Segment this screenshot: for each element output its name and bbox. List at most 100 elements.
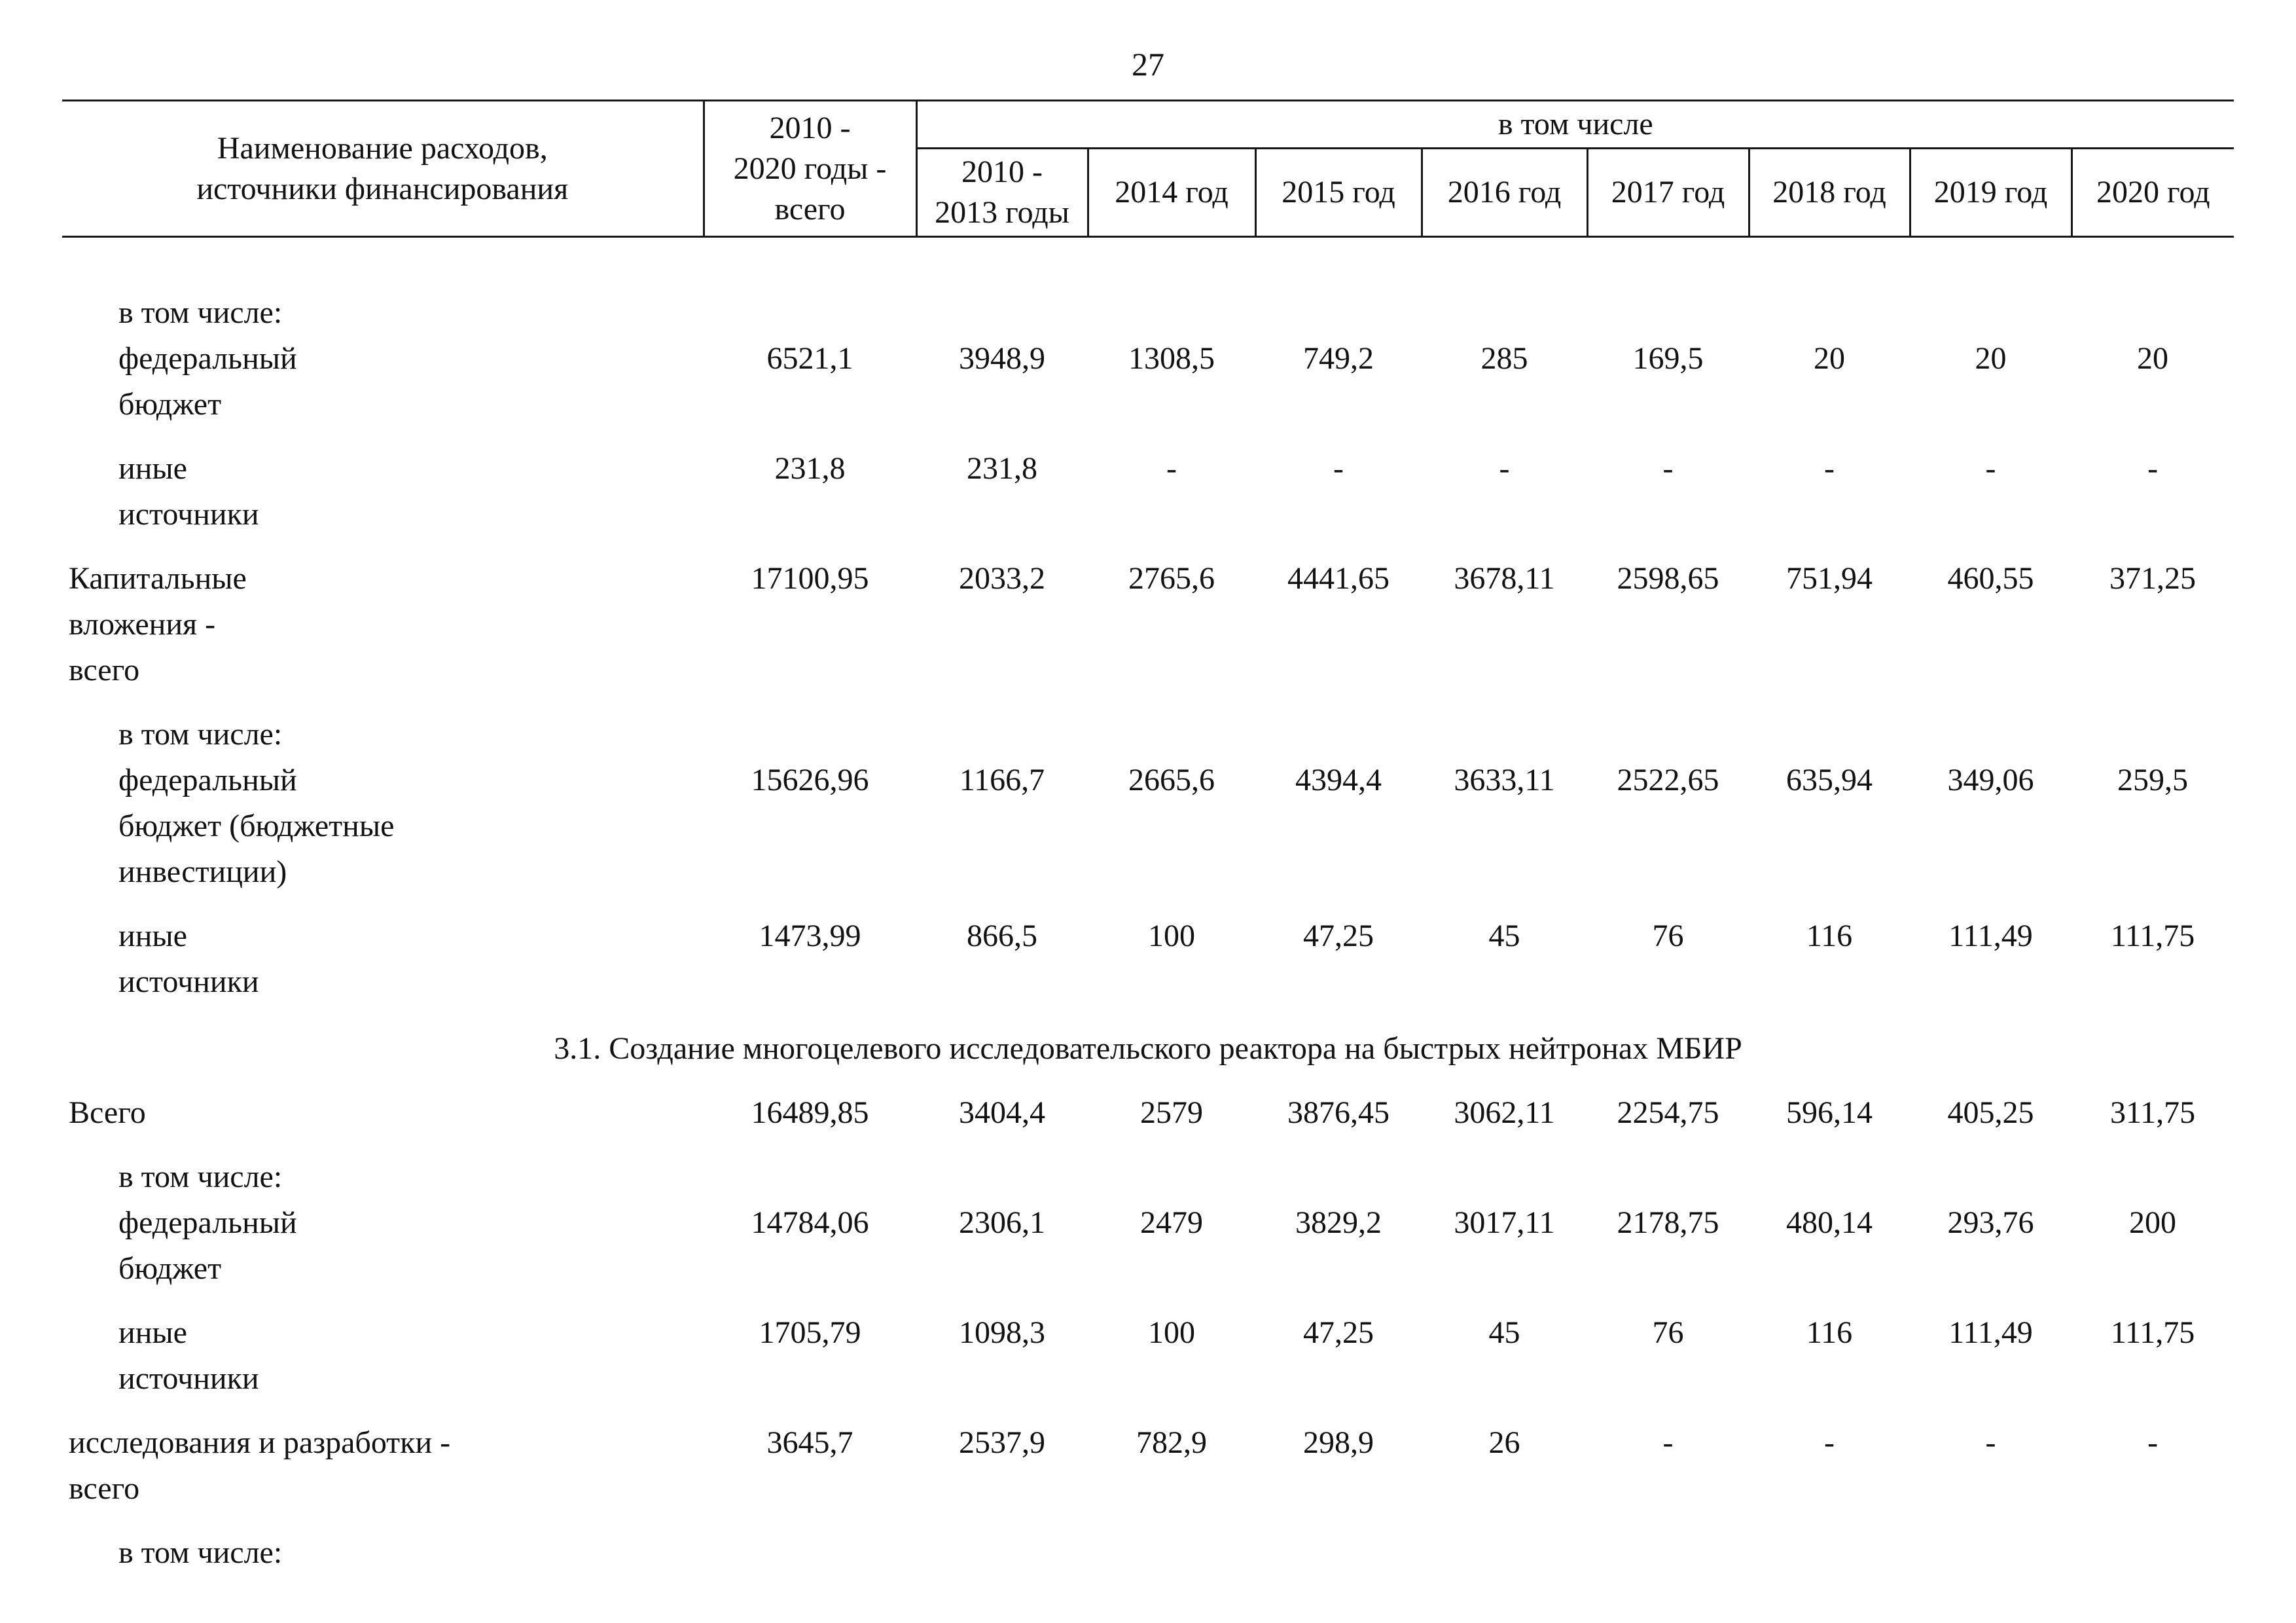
- value-cell: 298,9: [1303, 1425, 1374, 1460]
- value-cell: 2178,75: [1617, 1205, 1719, 1240]
- label-line: источники: [118, 964, 259, 999]
- table-row: в том числе: федеральный бюджет (бюджетные…: [62, 693, 2234, 895]
- value-cell: 749,2: [1303, 341, 1374, 376]
- label-line: всего: [69, 653, 140, 687]
- value-cell: 169,5: [1632, 341, 1704, 376]
- value-cell: 16489,85: [751, 1095, 869, 1130]
- label-line: Капитальные: [69, 561, 247, 596]
- value-cell: 635,94: [1786, 763, 1873, 797]
- section-row: 3.1. Создание многоцелевого исследовател…: [62, 1005, 2234, 1072]
- value-cell: 2306,1: [959, 1205, 1045, 1240]
- value-cell: 311,75: [2109, 1095, 2196, 1130]
- value-cell: 2522,65: [1617, 763, 1719, 797]
- value-cell: -: [1333, 451, 1344, 486]
- label-line: иные: [118, 1315, 187, 1350]
- value-cell: [1749, 1512, 1910, 1576]
- value-cell: 371,25: [2109, 561, 2197, 596]
- value-cell: 2665,6: [1128, 763, 1215, 797]
- value-cell: 3017,11: [1454, 1205, 1555, 1240]
- table-row: иные источники 231,8 231,8 - - - - - - -: [62, 428, 2234, 538]
- value-cell: 45: [1488, 919, 1520, 953]
- value-cell: 4394,4: [1295, 763, 1382, 797]
- header-row-top: Наименование расходов, источники финанси…: [62, 100, 2234, 238]
- value-cell: 111,49: [1948, 919, 2033, 953]
- table-row: иные источники 1473,99 866,5 100 47,25 45 76 116…: [62, 895, 2234, 1005]
- label-line: в том числе:: [118, 1159, 283, 1194]
- value-cell: 751,94: [1786, 561, 1873, 596]
- value-cell: 3678,11: [1454, 561, 1555, 596]
- column-header-including: в том числе: [915, 100, 2234, 149]
- row-label: в том числе: федеральный бюджет: [62, 237, 704, 428]
- year-column-header: 2014 год: [1086, 148, 1255, 238]
- label-line: в том числе:: [118, 295, 283, 330]
- row-label: иные источники: [62, 895, 704, 1005]
- value-cell: 596,14: [1786, 1095, 1873, 1130]
- table-row: Капитальные вложения - всего 17100,95 2033,2…: [62, 538, 2234, 693]
- value-cell: 3948,9: [959, 341, 1045, 376]
- row-label: в том числе:: [62, 1512, 704, 1576]
- value-cell: 1098,3: [959, 1315, 1045, 1350]
- value-cell: 76: [1652, 919, 1684, 953]
- row-label: в том числе: федеральный бюджет (бюджетные…: [62, 693, 704, 895]
- value-cell: [1422, 1512, 1587, 1576]
- value-cell: -: [1824, 451, 1835, 486]
- table-row: иные источники 1705,79 1098,3 100 47,25 45 76 11…: [62, 1292, 2234, 1402]
- value-cell: 285: [1480, 341, 1528, 376]
- table-row: в том числе: федеральный бюджет 6521,1 3948,…: [62, 237, 2234, 428]
- column-header-name: Наименование расходов, источники финанси…: [62, 100, 704, 238]
- section-heading: 3.1. Создание многоцелевого исследовател…: [554, 1031, 1742, 1066]
- table-body: в том числе: федеральный бюджет 6521,1 3948,…: [62, 237, 2234, 1577]
- value-cell: [1587, 1512, 1749, 1576]
- row-label: Всего: [62, 1072, 704, 1136]
- value-cell: 1166,7: [959, 763, 1045, 797]
- value-cell: 293,76: [1947, 1205, 2034, 1240]
- row-label: исследования и разработки - всего: [62, 1402, 704, 1512]
- year-column-header: 2017 год: [1586, 148, 1749, 238]
- label-line: бюджет: [118, 387, 222, 422]
- value-cell: 17100,95: [751, 561, 869, 596]
- value-cell: 3633,11: [1454, 763, 1555, 797]
- label-line: исследования и разработки -: [69, 1425, 451, 1460]
- value-cell: 3645,7: [766, 1425, 853, 1460]
- year-column-header: 2015 год: [1254, 148, 1422, 238]
- row-label: иные источники: [62, 428, 704, 538]
- value-cell: 259,5: [2117, 763, 2189, 797]
- value-cell: 349,06: [1947, 763, 2034, 797]
- value-cell: 47,25: [1303, 919, 1374, 953]
- value-cell: [1910, 1512, 2072, 1576]
- value-cell: 47,25: [1303, 1315, 1374, 1350]
- value-cell: 460,55: [1947, 561, 2034, 596]
- value-cell: 2765,6: [1128, 561, 1215, 596]
- finance-table: Наименование расходов, источники финанси…: [62, 100, 2234, 1576]
- value-cell: 866,5: [967, 919, 1037, 953]
- value-cell: [1255, 1512, 1422, 1576]
- value-cell: 1308,5: [1128, 341, 1215, 376]
- year-column-header: 2020 год: [2070, 148, 2234, 238]
- value-cell: 100: [1148, 919, 1195, 953]
- year-column-header: 2019 год: [1909, 148, 2072, 238]
- value-cell: 111,49: [1948, 1315, 2033, 1350]
- value-cell: 480,14: [1786, 1205, 1873, 1240]
- value-cell: -: [1662, 451, 1674, 486]
- value-cell: 782,9: [1136, 1425, 1207, 1460]
- value-cell: 231,8: [967, 451, 1037, 486]
- table-header: Наименование расходов, источники финанси…: [62, 100, 2234, 238]
- value-cell: -: [1824, 1425, 1835, 1460]
- label-line: иные: [118, 919, 187, 953]
- value-cell: -: [2147, 1425, 2159, 1460]
- value-cell: 116: [1806, 919, 1853, 953]
- value-cell: 20: [1975, 341, 2007, 376]
- label-line: бюджет (бюджетные: [118, 809, 395, 843]
- table-row: в том числе: федеральный бюджет 14784,06 230…: [62, 1136, 2234, 1292]
- value-cell: [916, 1512, 1088, 1576]
- value-cell: 4441,65: [1287, 561, 1390, 596]
- value-cell: 6521,1: [766, 341, 853, 376]
- value-cell: -: [1985, 451, 1996, 486]
- value-cell: -: [1985, 1425, 1996, 1460]
- label-line: федеральный: [118, 763, 297, 797]
- value-cell: 26: [1488, 1425, 1520, 1460]
- table-row: Всего 16489,85 3404,4 2579 3876,45 3062,11 225…: [62, 1072, 2234, 1136]
- row-label: в том числе: федеральный бюджет: [62, 1136, 704, 1292]
- value-cell: 3829,2: [1295, 1205, 1382, 1240]
- year-column-header: 2016 год: [1420, 148, 1587, 238]
